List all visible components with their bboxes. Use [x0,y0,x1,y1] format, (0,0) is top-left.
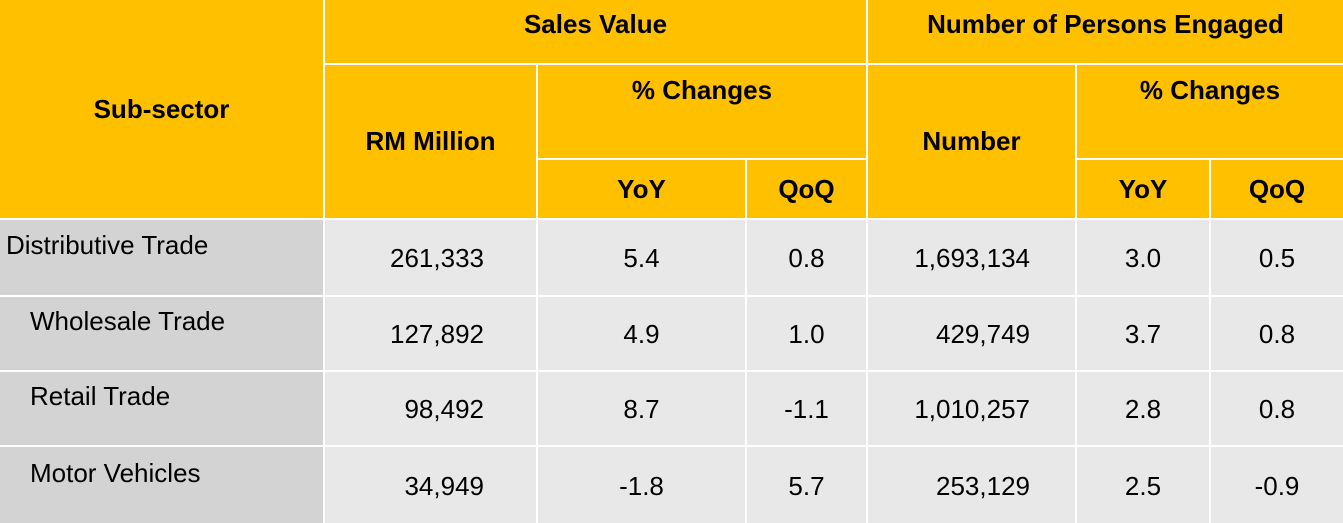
value-cell: 0.8 [1211,372,1343,445]
value-cell: 34,949 [325,447,536,523]
header-cell: RM Million [325,65,536,218]
header-cell: Number of Persons Engaged [868,0,1343,63]
row-label: Distributive Trade [0,220,323,295]
header-cell: % Changes [538,65,866,158]
value-cell: -1.1 [747,372,866,445]
row-label: Motor Vehicles [0,447,323,523]
value-cell: 98,492 [325,372,536,445]
header-cell: YoY [538,160,745,218]
header-cell: % Changes [1077,65,1343,158]
value-cell: 4.9 [538,297,745,370]
row-label: Wholesale Trade [0,297,323,370]
value-cell: 2.5 [1077,447,1209,523]
value-cell: 1.0 [747,297,866,370]
header-cell: Sub-sector [0,0,323,218]
value-cell: 0.5 [1211,220,1343,295]
header-cell: QoQ [747,160,866,218]
value-cell: 0.8 [747,220,866,295]
header-cell: QoQ [1211,160,1343,218]
value-cell: -0.9 [1211,447,1343,523]
header-cell: Sales Value [325,0,866,63]
value-cell: 2.8 [1077,372,1209,445]
value-cell: 261,333 [325,220,536,295]
value-cell: -1.8 [538,447,745,523]
value-cell: 5.4 [538,220,745,295]
value-cell: 429,749 [868,297,1075,370]
value-cell: 1,693,134 [868,220,1075,295]
value-cell: 3.7 [1077,297,1209,370]
row-label: Retail Trade [0,372,323,445]
value-cell: 8.7 [538,372,745,445]
header-cell: YoY [1077,160,1209,218]
header-cell: Number [868,65,1075,218]
value-cell: 253,129 [868,447,1075,523]
value-cell: 1,010,257 [868,372,1075,445]
value-cell: 3.0 [1077,220,1209,295]
value-cell: 5.7 [747,447,866,523]
value-cell: 127,892 [325,297,536,370]
value-cell: 0.8 [1211,297,1343,370]
